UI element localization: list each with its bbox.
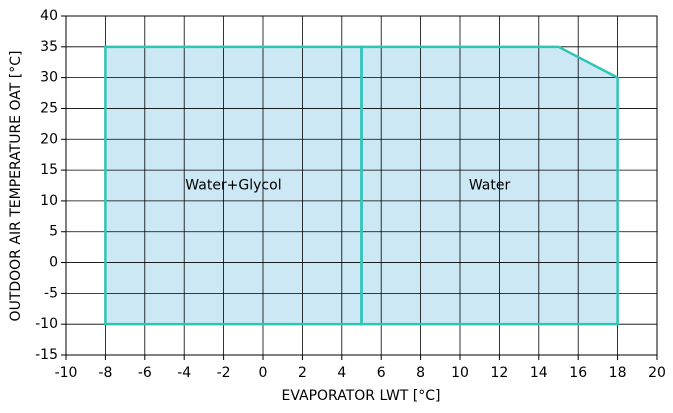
x-tick-label: 16 [569, 365, 587, 381]
region-label: Water+Glycol [185, 178, 281, 194]
x-tick-label: 12 [490, 365, 508, 381]
y-tick-label: 25 [40, 100, 58, 116]
plot-frame [65, 15, 658, 356]
y-tick-label: 30 [40, 70, 58, 86]
x-tick-label: 4 [337, 365, 346, 381]
region-outline [360, 45, 619, 326]
region [361, 46, 618, 325]
y-tick-label: 0 [49, 255, 58, 271]
region [105, 46, 362, 325]
x-tick-label: -4 [177, 365, 191, 381]
x-tick-label: -2 [217, 365, 231, 381]
y-tick-label: -5 [44, 285, 58, 301]
x-tick-label: 0 [259, 365, 268, 381]
x-axis-label: EVAPORATOR LWT [°C] [281, 388, 440, 404]
y-tick-label: -10 [35, 316, 58, 332]
x-tick-label: 6 [377, 365, 386, 381]
x-tick-label: -6 [138, 365, 152, 381]
y-tick-label: 5 [49, 224, 58, 240]
x-tick-label: 10 [451, 365, 469, 381]
x-tick-label: 18 [609, 365, 627, 381]
x-tick-label: 8 [416, 365, 425, 381]
x-tick-label: 20 [648, 365, 666, 381]
x-tick-label: -10 [55, 365, 78, 381]
x-tick-label: -8 [98, 365, 112, 381]
y-tick-label: 20 [40, 131, 58, 147]
x-tick-label: 2 [298, 365, 307, 381]
y-tick-label: 40 [40, 8, 58, 24]
y-tick-label: 15 [40, 162, 58, 178]
y-tick-label: -15 [35, 347, 58, 363]
y-tick-label: 10 [40, 193, 58, 209]
y-tick-label: 35 [40, 39, 58, 55]
x-tick-label: 14 [530, 365, 548, 381]
region-label: Water [469, 178, 511, 194]
y-axis-label: OUTDOOR AIR TEMPERATURE OAT [°C] [8, 51, 24, 322]
